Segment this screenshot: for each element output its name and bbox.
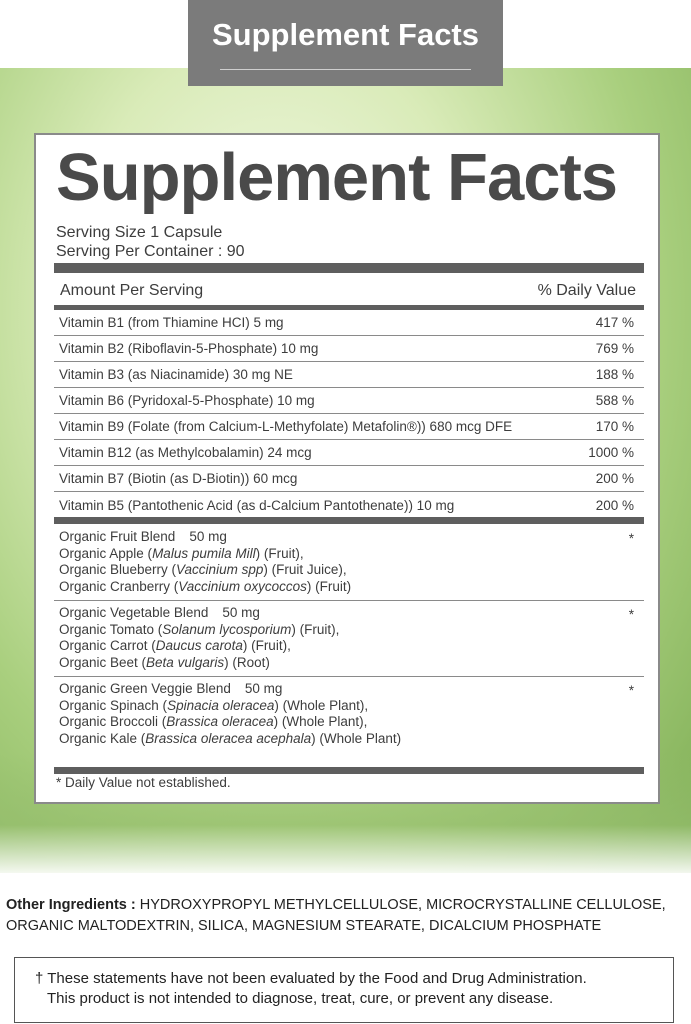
scientific-name: Vaccinium spp — [176, 562, 264, 577]
blend-amount: 50 mg — [222, 605, 260, 620]
blend-name: Organic Green Veggie Blend — [59, 681, 231, 696]
other-ingredients-label: Other Ingredients : — [6, 897, 136, 913]
blend-item: Organic Green Veggie Blend 50 mg * Organic … — [54, 677, 644, 752]
scientific-name: Brassica oleracea acephala — [145, 730, 312, 746]
nutrient-name: Vitamin B9 (Folate (from Calcium-L-Methy… — [59, 419, 513, 434]
blend-list: Organic Fruit Blend 50 mg * Organic Apple (… — [54, 525, 644, 752]
banner-title: Supplement Facts — [212, 17, 479, 52]
other-ingredients-text: HYDROXYPROPYL METHYLCELLULOSE, MICROCRYS… — [6, 897, 666, 934]
blend-item: Organic Fruit Blend 50 mg * Organic Apple (… — [54, 525, 644, 601]
footnote: * Daily Value not established. — [56, 775, 231, 790]
daily-value: 200 % — [595, 497, 634, 513]
blend-ingredient: Organic Carrot (Daucus carota) (Fruit), — [59, 638, 639, 655]
scientific-name: Spinacia oleracea — [167, 697, 275, 713]
blend-ingredient: Organic Beet (Beta vulgaris) (Root) — [59, 655, 639, 672]
scientific-name: Beta vulgaris — [146, 654, 225, 670]
serving-info: Serving Size 1 Capsule Serving Per Conta… — [56, 223, 245, 261]
nutrient-name: Vitamin B2 (Riboflavin-5-Phosphate) 10 m… — [59, 341, 319, 356]
daily-value: 1000 % — [588, 445, 634, 460]
scientific-name: Malus pumila Mill — [152, 545, 256, 561]
scientific-name: Daucus carota — [155, 638, 243, 653]
table-row: Vitamin B1 (from Thiamine HCI) 5 mg 417 % — [54, 310, 644, 336]
banner-divider — [220, 69, 471, 70]
blend-name: Organic Vegetable Blend — [59, 605, 209, 620]
vitamin-rows: Vitamin B1 (from Thiamine HCI) 5 mg 417 %… — [54, 310, 644, 518]
ingredient-text: Organic Beet ( — [59, 654, 147, 670]
daily-value: 588 % — [595, 393, 634, 408]
disclaimer-line-2: This product is not intended to diagnose… — [47, 990, 554, 1007]
other-ingredients: Other Ingredients : HYDROXYPROPYL METHYL… — [6, 895, 691, 937]
blend-ingredient: Organic Blueberry (Vaccinium spp) (Fruit… — [59, 562, 639, 579]
scientific-name: Solanum lycosporium — [162, 621, 292, 637]
blend-amount: 50 mg — [244, 681, 283, 696]
blend-ingredient: Organic Tomato (Solanum lycosporium) (Fr… — [59, 622, 639, 639]
header-divider — [54, 305, 644, 310]
table-row: Vitamin B7 (Biotin (as D-Biotin)) 60 mcg… — [54, 466, 644, 492]
thick-divider — [54, 517, 644, 524]
table-row: Vitamin B6 (Pyridoxal-5-Phosphate) 10 mg… — [54, 388, 644, 414]
table-header: Amount Per Serving % Daily Value — [54, 277, 644, 305]
blend-daily-value: * — [628, 683, 634, 698]
thick-divider — [54, 767, 644, 774]
ingredient-text: ) (Whole Plant), — [274, 697, 369, 713]
table-row: Vitamin B3 (as Niacinamide) 30 mg NE 188 … — [54, 362, 644, 388]
thick-divider — [54, 263, 644, 273]
ingredient-text: ) (Fruit), — [242, 638, 291, 653]
ingredient-text: ) (Whole Plant) — [311, 730, 402, 746]
nutrient-name: Vitamin B5 (Pantothenic Acid (as d-Calci… — [59, 497, 455, 513]
ingredient-text: Organic Apple ( — [59, 545, 153, 561]
blend-daily-value: * — [628, 531, 634, 546]
ingredient-text: ) (Root) — [224, 654, 270, 670]
ingredient-text: Organic Cranberry ( — [59, 578, 179, 594]
table-row: Vitamin B12 (as Methylcobalamin) 24 mcg 1… — [54, 440, 644, 466]
daily-value: 170 % — [595, 419, 634, 434]
scientific-name: Brassica oleracea — [166, 714, 274, 729]
daily-value: 200 % — [595, 471, 634, 486]
ingredient-text: ) (Fruit), — [291, 621, 340, 637]
disclaimer-line-1: † These statements have not been evaluat… — [35, 970, 587, 987]
banner: Supplement Facts — [188, 0, 503, 86]
daily-value: 188 % — [595, 367, 634, 382]
ingredient-text: Organic Broccoli ( — [59, 714, 167, 729]
header-amount: Amount Per Serving — [60, 282, 204, 299]
nutrient-name: Vitamin B7 (Biotin (as D-Biotin)) 60 mcg — [59, 471, 298, 486]
blend-item: Organic Vegetable Blend 50 mg * Organic Tom… — [54, 601, 644, 677]
table-row: Vitamin B9 (Folate (from Calcium-L-Methy… — [54, 414, 644, 440]
blend-ingredient: Organic Broccoli (Brassica oleracea) (Wh… — [59, 714, 639, 731]
ingredient-text: ) (Fruit), — [255, 545, 304, 561]
daily-value: 769 % — [595, 341, 634, 356]
fda-disclaimer: † These statements have not been evaluat… — [14, 957, 674, 1023]
blend-ingredient: Organic Cranberry (Vaccinium oxycoccos) … — [59, 579, 639, 596]
ingredient-text: ) (Fruit Juice), — [263, 562, 347, 577]
ingredient-text: ) (Fruit) — [306, 578, 352, 594]
blend-ingredient: Organic Kale (Brassica oleracea acephala… — [59, 731, 639, 748]
serving-size: Serving Size 1 Capsule — [56, 224, 223, 241]
header-daily-value: % Daily Value — [537, 282, 636, 299]
nutrient-name: Vitamin B6 (Pyridoxal-5-Phosphate) 10 mg — [59, 393, 315, 408]
blend-name: Organic Fruit Blend — [59, 529, 176, 544]
scientific-name: Vaccinium oxycoccos — [178, 578, 307, 594]
blend-ingredient: Organic Spinach (Spinacia oleracea) (Who… — [59, 698, 639, 715]
blend-amount: 50 mg — [189, 529, 227, 544]
daily-value: 417 % — [595, 315, 634, 330]
blend-ingredient: Organic Apple (Malus pumila Mill) (Fruit… — [59, 546, 639, 563]
ingredient-text: ) (Whole Plant), — [273, 714, 368, 729]
servings-per-container: Serving Per Container : 90 — [56, 243, 245, 260]
panel-title: Supplement Facts — [56, 140, 618, 215]
nutrient-name: Vitamin B12 (as Methylcobalamin) 24 mcg — [59, 445, 312, 460]
supplement-facts-panel: Supplement Facts Serving Size 1 Capsule … — [34, 133, 660, 804]
table-row: Vitamin B5 (Pantothenic Acid (as d-Calci… — [54, 492, 644, 518]
ingredient-text: Organic Spinach ( — [59, 697, 168, 713]
ingredient-text: Organic Blueberry ( — [59, 562, 177, 577]
blend-daily-value: * — [628, 607, 634, 622]
table-row: Vitamin B2 (Riboflavin-5-Phosphate) 10 m… — [54, 336, 644, 362]
nutrient-name: Vitamin B1 (from Thiamine HCI) 5 mg — [59, 315, 284, 330]
ingredient-text: Organic Tomato ( — [59, 621, 163, 637]
ingredient-text: Organic Carrot ( — [59, 638, 156, 653]
ingredient-text: Organic Kale ( — [59, 730, 146, 746]
nutrient-name: Vitamin B3 (as Niacinamide) 30 mg NE — [59, 367, 293, 382]
